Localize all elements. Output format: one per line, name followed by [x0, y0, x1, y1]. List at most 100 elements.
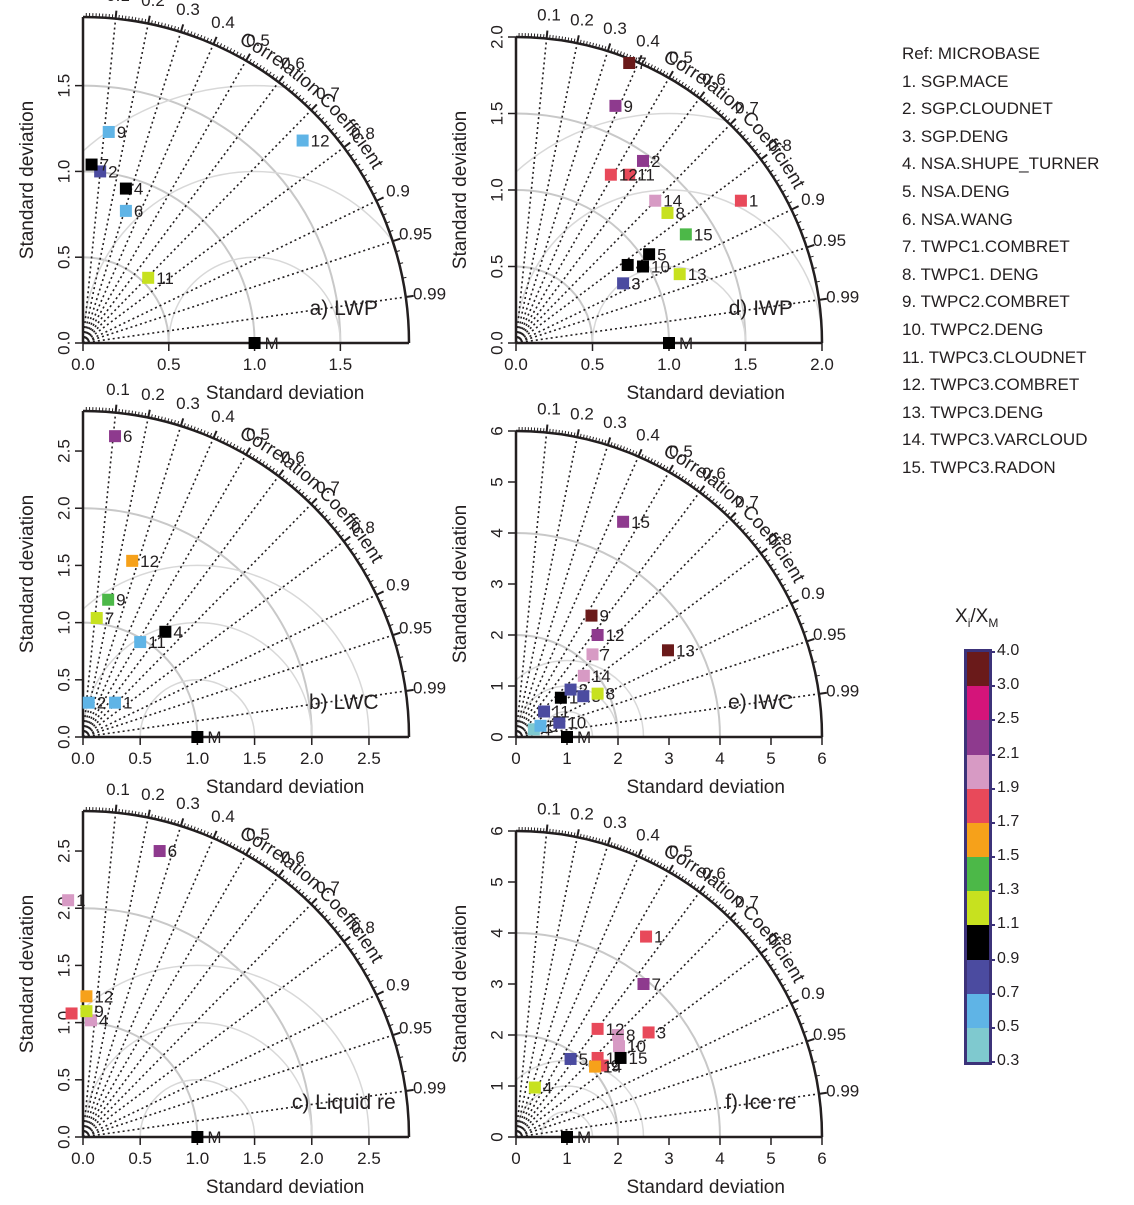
correlation-minor-tick — [399, 1056, 404, 1059]
correlation-minor-tick — [665, 466, 669, 471]
correlation-tick-label: 0.9 — [801, 190, 825, 209]
correlation-minor-tick — [735, 921, 740, 926]
correlation-ray — [515, 602, 792, 738]
x-axis-title: Standard deviation — [206, 1177, 364, 1198]
correlation-ray — [515, 952, 762, 1138]
data-point-marker — [119, 182, 132, 195]
correlation-minor-tick — [222, 44, 226, 49]
correlation-minor-tick — [680, 875, 684, 880]
correlation-minor-tick — [757, 152, 762, 156]
correlation-minor-tick — [726, 912, 731, 916]
correlation-minor-tick — [677, 873, 681, 878]
data-point-marker — [617, 277, 630, 290]
correlation-minor-tick — [696, 92, 700, 97]
taylor-panel: 0.1 0.2 0.3 0.4 0.5 0.6 0.7 0.8 0.9 0.95 0.99 Corre… — [17, 0, 446, 404]
correlation-minor-tick — [203, 430, 206, 435]
colorbar-tick — [989, 787, 995, 790]
reference-label: M — [265, 334, 279, 353]
correlation-minor-tick — [336, 136, 341, 140]
correlation-minor-tick — [622, 846, 625, 851]
correlation-minor-tick — [232, 443, 236, 448]
rms-arc — [591, 265, 747, 343]
correlation-minor-tick — [167, 418, 170, 423]
correlation-minor-tick — [711, 104, 715, 109]
correlation-minor-tick — [634, 57, 638, 62]
correlation-minor-tick — [763, 954, 768, 958]
correlation-minor-tick — [555, 829, 557, 834]
data-point-marker — [126, 554, 139, 567]
correlation-tick — [179, 818, 185, 827]
correlation-minor-tick — [317, 507, 321, 512]
correlation-minor-tick — [382, 1007, 387, 1010]
correlation-tick-label: 0.5 — [246, 31, 270, 50]
correlation-minor-tick — [785, 989, 790, 993]
correlation-ray — [515, 208, 792, 344]
correlation-minor-tick — [604, 840, 607, 845]
correlation-ray — [82, 31, 182, 344]
data-point-marker — [609, 99, 622, 112]
correlation-minor-tick — [291, 883, 295, 887]
correlation-minor-tick — [287, 86, 292, 91]
correlation-minor-tick — [346, 543, 351, 547]
correlation-minor-tick — [555, 429, 557, 434]
correlation-minor-tick — [739, 524, 743, 529]
correlation-tick — [818, 691, 828, 695]
correlation-minor-tick — [647, 62, 650, 67]
colorbar-tick — [989, 651, 995, 653]
correlation-tick — [343, 141, 351, 149]
correlation-minor-tick — [794, 1008, 799, 1011]
outer-arc — [515, 35, 824, 344]
correlation-minor-tick — [723, 509, 728, 513]
correlation-minor-tick — [294, 485, 298, 490]
correlation-minor-tick — [788, 595, 793, 598]
data-point-label: 1 — [749, 192, 758, 211]
correlation-minor-tick — [291, 89, 295, 93]
correlation-minor-tick — [595, 43, 598, 48]
correlation-minor-tick — [610, 842, 613, 847]
correlation-tick-label: 0.4 — [211, 407, 235, 426]
correlation-tick — [698, 485, 706, 493]
correlation-minor-tick — [693, 484, 697, 489]
correlation-tick — [760, 547, 768, 555]
legend-item: 1. SGP.MACE — [902, 71, 1009, 91]
correlation-minor-tick — [382, 213, 387, 216]
correlation-minor-tick — [379, 205, 384, 209]
legend-title: Ref: MICROBASE — [902, 44, 1040, 63]
correlation-minor-tick — [809, 255, 814, 258]
correlation-minor-tick — [261, 67, 265, 72]
correlation-minor-tick — [265, 863, 269, 868]
correlation-tick — [790, 999, 800, 1005]
correlation-tick-label: 0.99 — [826, 681, 859, 700]
data-point-marker — [80, 1005, 93, 1018]
correlation-tick-label: 0.3 — [176, 794, 200, 813]
outer-arc — [82, 409, 411, 738]
correlation-ray — [82, 412, 117, 738]
correlation-minor-tick — [320, 511, 325, 515]
outer-arc — [515, 829, 824, 1138]
correlation-minor-tick — [395, 250, 400, 253]
rms-arc — [139, 1079, 256, 1137]
correlation-ray — [515, 437, 578, 738]
correlation-minor-tick — [359, 562, 364, 566]
correlation-minor-tick — [680, 475, 684, 480]
data-point-marker — [564, 683, 577, 696]
correlation-tick-label: 0.3 — [603, 413, 627, 432]
correlation-minor-tick — [592, 436, 594, 441]
colorbar-tick — [989, 719, 995, 722]
correlation-minor-tick — [186, 824, 190, 829]
y-tick-label: 0.0 — [54, 1125, 73, 1149]
correlation-minor-tick — [717, 903, 721, 908]
correlation-tick-label: 0.8 — [768, 930, 792, 949]
correlation-ray — [82, 240, 393, 344]
correlation-minor-tick — [177, 421, 180, 426]
correlation-tick-label: 0.99 — [826, 287, 859, 306]
correlation-minor-tick — [815, 674, 820, 677]
correlation-tick-label: 0.95 — [399, 225, 432, 244]
data-point-label: 7 — [601, 645, 610, 664]
correlation-ray — [82, 817, 149, 1138]
correlation-tick — [576, 829, 580, 838]
correlation-ray — [515, 123, 731, 344]
correlation-minor-tick — [281, 875, 285, 879]
correlation-minor-tick — [567, 831, 570, 836]
colorbar-tick — [989, 992, 995, 995]
